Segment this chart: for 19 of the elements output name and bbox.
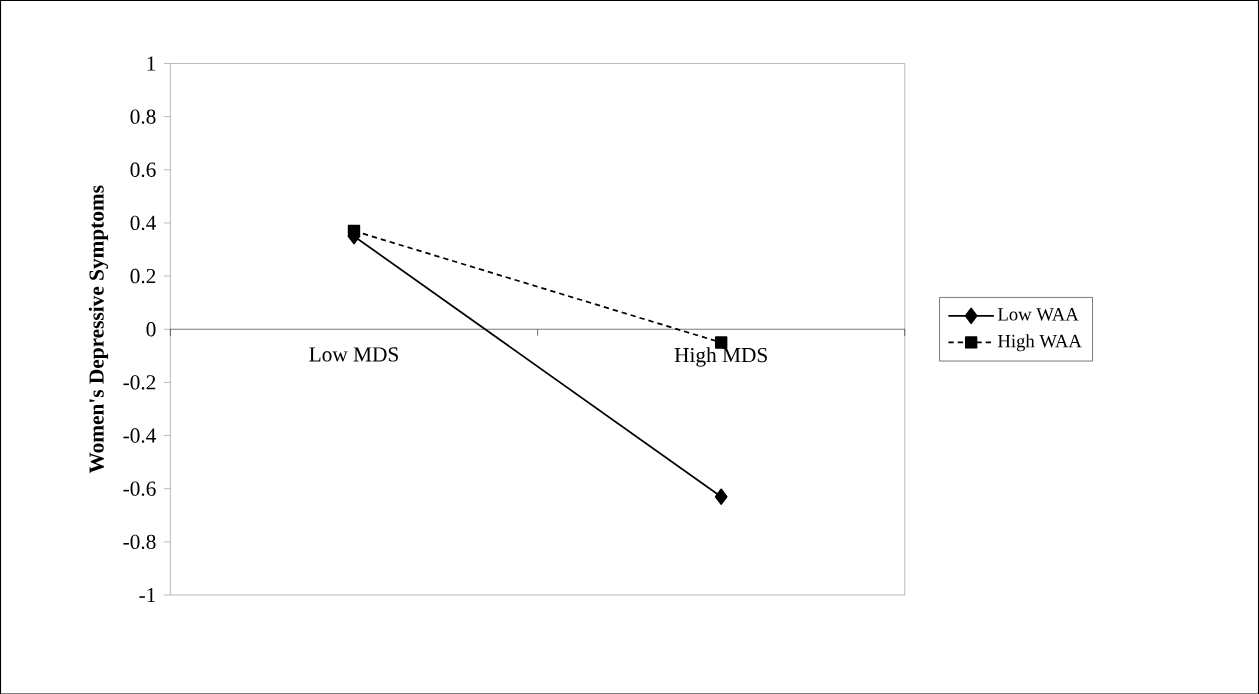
x-tick-label: Low MDS bbox=[309, 347, 398, 362]
y-tick-label: 0.4 bbox=[130, 215, 157, 230]
legend-label: High WAA bbox=[997, 334, 1082, 351]
point bbox=[347, 224, 361, 237]
y-tick-label: 0.6 bbox=[130, 162, 156, 177]
x-tick-label: High MDS bbox=[674, 347, 767, 367]
y-tick-label: 0.8 bbox=[130, 109, 156, 124]
y-tick-label: -0.8 bbox=[123, 534, 156, 549]
y-tick-label: -0.4 bbox=[123, 428, 157, 443]
legend-label: Low WAA bbox=[997, 307, 1079, 321]
point bbox=[714, 488, 728, 505]
y-axis-title: Women's Depressive Symptoms bbox=[88, 185, 109, 473]
y-tick-label: 1 bbox=[147, 56, 156, 71]
y-tick-label: 0 bbox=[146, 321, 156, 337]
y-tick-label: -0.2 bbox=[123, 374, 156, 390]
y-tick-label: 0.2 bbox=[130, 268, 156, 284]
y-tick-label: -0.6 bbox=[123, 481, 156, 496]
y-tick-label: -1 bbox=[139, 587, 156, 602]
point bbox=[714, 336, 728, 349]
